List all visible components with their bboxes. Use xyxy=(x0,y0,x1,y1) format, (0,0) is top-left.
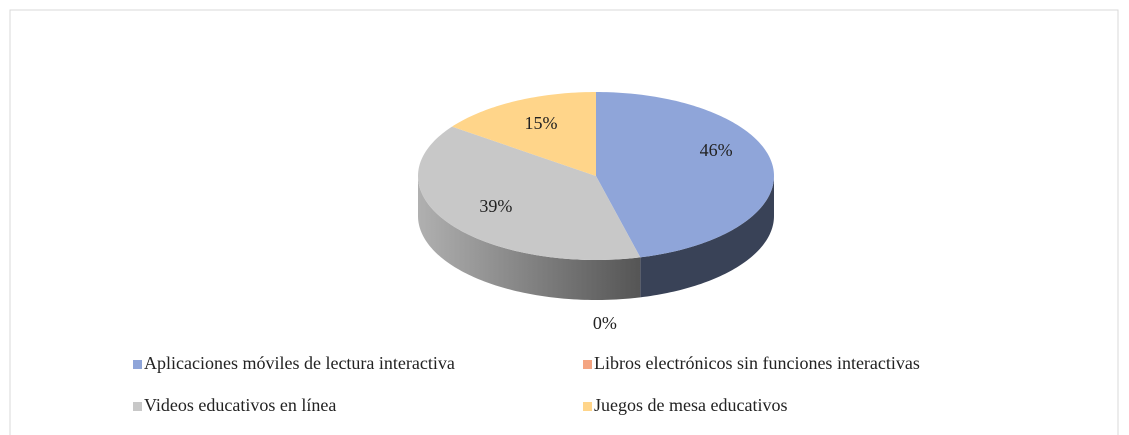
legend-swatch xyxy=(583,360,592,369)
legend-swatch xyxy=(133,360,142,369)
pie-side xyxy=(640,176,774,298)
chart-frame xyxy=(9,9,1119,435)
legend-label: Videos educativos en línea xyxy=(144,395,336,415)
legend-label: Juegos de mesa educativos xyxy=(594,395,787,415)
legend-swatch xyxy=(133,402,142,411)
legend-label: Aplicaciones móviles de lectura interact… xyxy=(144,353,455,373)
legend-swatch xyxy=(583,402,592,411)
pie-side xyxy=(418,176,641,300)
data-label: 15% xyxy=(525,113,558,133)
data-label: 46% xyxy=(700,140,733,160)
legend-label: Libros electrónicos sin funciones intera… xyxy=(594,353,920,373)
data-label: 39% xyxy=(479,196,512,216)
pie-slice xyxy=(451,92,596,176)
data-label: 0% xyxy=(593,313,617,333)
pie-slice xyxy=(596,92,774,258)
pie-slice xyxy=(418,126,641,260)
